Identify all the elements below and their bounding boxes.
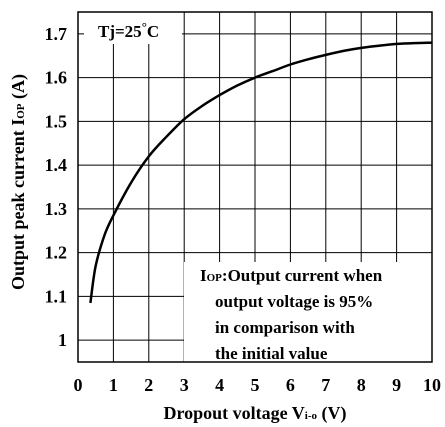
note-lead: I <box>200 266 207 285</box>
x-tick-label: 3 <box>180 375 189 395</box>
x-tick-label: 0 <box>74 375 83 395</box>
x-tick-label: 7 <box>321 375 330 395</box>
note-line-1: IOP:Output current when <box>200 266 383 285</box>
y-tick-label: 1.5 <box>45 111 68 131</box>
x-tick-label: 6 <box>286 375 295 395</box>
x-axis-label: Dropout voltage Vi-o (V) <box>163 403 346 424</box>
note-line-1-rest: :Output current when <box>222 266 383 285</box>
note-line-4: the initial value <box>215 344 328 363</box>
y-axis-label-main: Output peak current I <box>8 119 28 290</box>
condition-degree: ° <box>142 19 147 34</box>
plot-frame <box>77 11 433 363</box>
y-axis-label-sub: OP <box>15 103 27 119</box>
note-line-3: in comparison with <box>215 318 355 337</box>
tick-labels: 0 1 2 3 4 5 6 7 8 9 10 1 1.1 1.2 1.3 1.4 1.5 1.6 1.7 <box>45 24 442 395</box>
x-tick-label: 9 <box>392 375 401 395</box>
x-tick-label: 2 <box>144 375 153 395</box>
x-tick-label: 5 <box>251 375 260 395</box>
y-axis-label-unit: (A) <box>8 74 29 104</box>
y-tick-label: 1.1 <box>45 286 68 306</box>
y-tick-label: 1.3 <box>45 199 68 219</box>
y-tick-label: 1.2 <box>45 243 68 263</box>
y-tick-label: 1 <box>58 330 67 350</box>
y-tick-label: 1.6 <box>45 68 68 88</box>
x-tick-label: 10 <box>423 375 441 395</box>
condition-box <box>84 12 182 44</box>
series-line <box>89 41 433 304</box>
condition-label: Tj=25°C <box>98 19 159 41</box>
x-axis-label-unit: (V) <box>317 403 347 424</box>
note-lead-sub: OP <box>207 272 223 284</box>
note-box <box>184 262 432 362</box>
condition-unit: C <box>147 22 159 41</box>
note-line-2: output voltage is 95% <box>215 292 373 311</box>
y-tick-label: 1.7 <box>45 24 68 44</box>
x-axis-label-sub: i-o <box>305 410 318 422</box>
x-tick-label: 4 <box>215 375 224 395</box>
condition-main: Tj=25 <box>98 22 142 41</box>
x-axis-label-main: Dropout voltage V <box>163 403 304 423</box>
x-tick-label: 1 <box>109 375 118 395</box>
y-axis-label: Output peak current IOP (A) <box>8 74 29 290</box>
y-tick-label: 1.4 <box>45 155 68 175</box>
x-tick-label: 8 <box>357 375 366 395</box>
